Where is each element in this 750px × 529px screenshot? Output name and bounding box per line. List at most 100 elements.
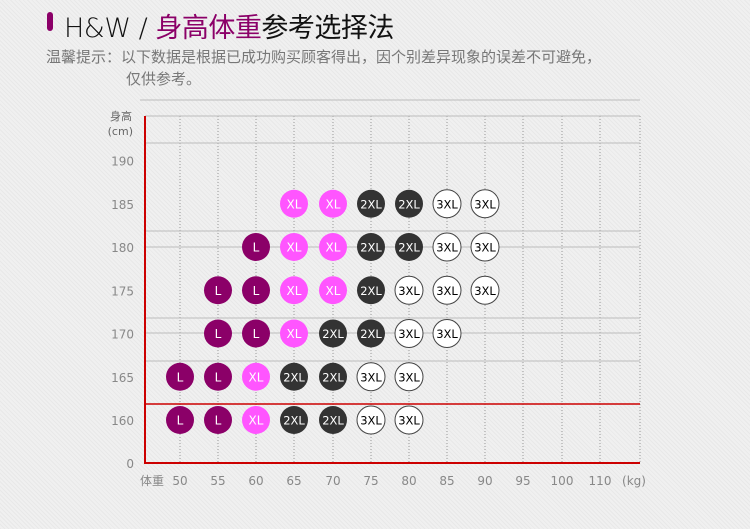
size-point-3xl bbox=[394, 319, 424, 348]
size-point-2xl bbox=[319, 406, 347, 434]
size-point-label: 2XL bbox=[398, 241, 420, 255]
size-point-2xl bbox=[319, 319, 347, 348]
size-point-3xl bbox=[394, 275, 424, 305]
x-tick-label: 75 bbox=[363, 474, 378, 488]
size-point-3xl bbox=[432, 232, 462, 262]
y-tick-label: 185 bbox=[111, 198, 134, 212]
x-tick-label: 90 bbox=[477, 474, 492, 488]
size-point-label: 3XL bbox=[474, 197, 496, 211]
size-point-label: L bbox=[215, 327, 222, 341]
size-point-label: 3XL bbox=[474, 241, 496, 255]
x-tick-label: 55 bbox=[210, 474, 225, 488]
size-point-l bbox=[166, 406, 194, 434]
x-tick-label: 60 bbox=[248, 474, 263, 488]
size-point-label: XL bbox=[249, 370, 264, 384]
size-point-3xl bbox=[432, 189, 462, 219]
size-point-2xl bbox=[395, 233, 423, 261]
size-point-label: 2XL bbox=[322, 414, 344, 428]
size-point-xl bbox=[280, 189, 308, 218]
size-point-label: 3XL bbox=[474, 284, 496, 298]
size-point-label: L bbox=[177, 370, 184, 384]
size-point-l bbox=[166, 362, 194, 391]
size-point-3xl bbox=[470, 275, 500, 305]
y-tick-label: 170 bbox=[111, 328, 134, 342]
size-point-label: 3XL bbox=[436, 327, 458, 341]
size-point-label: 3XL bbox=[398, 370, 420, 384]
size-point-3xl bbox=[470, 189, 500, 219]
title-accent-bar bbox=[47, 12, 53, 31]
y-tick-label: 160 bbox=[111, 414, 134, 428]
x-tick-label: 50 bbox=[172, 474, 187, 488]
size-point-xl bbox=[280, 319, 308, 348]
notice-line1: 以下数据是根据已成功购买顾客得出，因个别差异现象的误差不可避免， bbox=[121, 48, 602, 66]
size-point-2xl bbox=[357, 189, 385, 218]
y-tick-label: 165 bbox=[111, 371, 134, 385]
title-brand: H&W / bbox=[64, 13, 156, 44]
size-point-2xl bbox=[280, 406, 308, 434]
size-point-label: XL bbox=[326, 284, 341, 298]
x-tick-label: 100 bbox=[551, 474, 574, 488]
size-point-label: 3XL bbox=[398, 414, 420, 428]
y-tick-label: 180 bbox=[111, 241, 134, 255]
size-point-l bbox=[242, 319, 270, 348]
size-point-xl bbox=[280, 276, 308, 305]
size-point-3xl bbox=[470, 232, 500, 262]
size-point-label: 3XL bbox=[436, 241, 458, 255]
x-tick-label: 80 bbox=[401, 474, 416, 488]
size-point-l bbox=[204, 406, 232, 434]
size-point-l bbox=[242, 233, 270, 261]
size-point-3xl bbox=[432, 319, 462, 348]
size-point-label: 2XL bbox=[322, 327, 344, 341]
size-point-l bbox=[204, 362, 232, 391]
size-point-label: 3XL bbox=[398, 327, 420, 341]
notice-line2: 仅供参考。 bbox=[126, 70, 202, 88]
x-tick-label: 85 bbox=[439, 474, 454, 488]
size-point-xl bbox=[280, 233, 308, 261]
x-axis-label: 体重 bbox=[140, 474, 164, 488]
x-axis-unit: (kg) bbox=[622, 474, 646, 488]
notice: 温馨提示：以下数据是根据已成功购买顾客得出，因个别差异现象的误差不可避免， 仅供参… bbox=[46, 46, 601, 90]
size-point-label: L bbox=[215, 414, 222, 428]
y-tick-label: 190 bbox=[111, 155, 134, 169]
size-point-label: XL bbox=[326, 197, 341, 211]
size-point-label: XL bbox=[287, 284, 302, 298]
size-point-label: 2XL bbox=[283, 370, 305, 384]
size-point-2xl bbox=[395, 189, 423, 218]
x-tick-label: 110 bbox=[589, 474, 612, 488]
size-point-label: 3XL bbox=[436, 284, 458, 298]
y-axis-unit: (cm) bbox=[108, 125, 133, 138]
size-point-xl bbox=[242, 406, 270, 434]
size-point-label: 2XL bbox=[360, 241, 382, 255]
x-tick-label: 95 bbox=[515, 474, 530, 488]
size-point-3xl bbox=[394, 405, 424, 435]
size-point-2xl bbox=[357, 233, 385, 261]
page-title: H&W / 身高体重参考选择法 bbox=[46, 6, 394, 45]
size-point-label: 2XL bbox=[360, 284, 382, 298]
size-point-label: XL bbox=[287, 327, 302, 341]
y-tick-label: 175 bbox=[111, 284, 134, 298]
x-tick-label: 65 bbox=[286, 474, 301, 488]
size-point-label: L bbox=[215, 370, 222, 384]
size-point-l bbox=[204, 276, 232, 305]
size-point-2xl bbox=[319, 362, 347, 391]
size-point-2xl bbox=[357, 276, 385, 305]
title-highlight: 身高体重 bbox=[155, 13, 262, 44]
size-point-label: 2XL bbox=[398, 197, 420, 211]
y-tick-label: 0 bbox=[126, 457, 134, 471]
size-point-label: 2XL bbox=[360, 197, 382, 211]
size-point-l bbox=[242, 276, 270, 305]
size-point-label: L bbox=[215, 284, 222, 298]
x-tick-label: 70 bbox=[325, 474, 340, 488]
size-point-label: XL bbox=[249, 414, 264, 428]
size-point-label: XL bbox=[326, 241, 341, 255]
size-point-3xl bbox=[356, 362, 386, 392]
size-point-3xl bbox=[394, 362, 424, 392]
size-point-label: L bbox=[177, 414, 184, 428]
size-point-label: 3XL bbox=[436, 197, 458, 211]
size-point-2xl bbox=[280, 362, 308, 391]
size-point-label: 3XL bbox=[398, 284, 420, 298]
size-point-3xl bbox=[356, 405, 386, 435]
size-point-label: 2XL bbox=[322, 370, 344, 384]
size-point-label: L bbox=[253, 284, 260, 298]
